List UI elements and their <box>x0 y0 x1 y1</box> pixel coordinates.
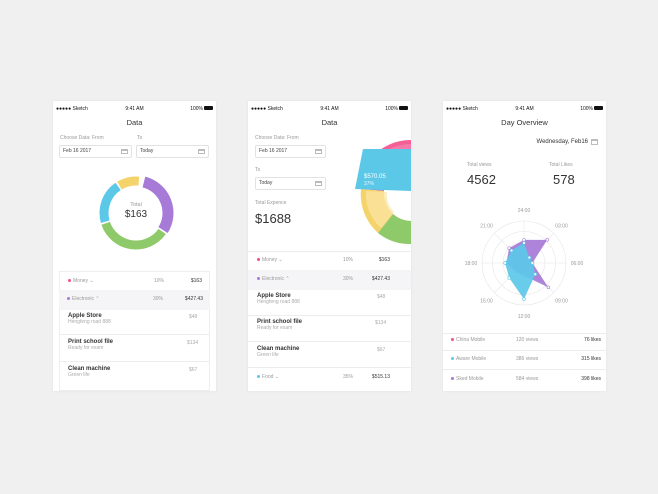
radar-hour-label: 18:00 <box>465 261 478 267</box>
status-carrier: ●●●●● Sketch <box>56 106 88 112</box>
calendar-icon[interactable] <box>591 139 598 145</box>
radar-point <box>509 248 514 253</box>
status-time: 9:41 AM <box>320 106 339 112</box>
status-carrier: ●●●●● Sketch <box>446 106 478 112</box>
aware-mobile-dot-icon <box>451 356 454 360</box>
category-row-money[interactable]: Money ⌄ 10% $163 <box>248 251 411 271</box>
donut-label: Total <box>130 202 142 208</box>
calendar-icon <box>121 149 128 154</box>
radar-point <box>522 238 526 242</box>
status-carrier: ●●●●● Sketch <box>251 106 283 112</box>
legend-item-china-mobile[interactable]: China Mobile 120 views 76 likes <box>451 337 601 351</box>
battery-icon <box>204 106 213 110</box>
likes-label: Total Likes <box>549 162 573 168</box>
list-item[interactable]: Apple Store Hengfeng road 888 <box>68 313 111 325</box>
to-date-field[interactable]: Today <box>136 145 209 158</box>
donut-segment <box>101 221 166 250</box>
views-value: 4562 <box>467 172 496 187</box>
legend-item-aware-mobile[interactable]: Aware Mobile 386 views 315 likes <box>451 356 601 370</box>
date-label: Wednesday, Feb16 <box>536 139 588 145</box>
category-row-money[interactable]: Money ⌄ 10% $163 <box>59 271 210 291</box>
item-amount: $134 <box>375 320 387 326</box>
from-date-field[interactable]: Feb 16 2017 <box>59 145 132 158</box>
calendar-icon <box>198 149 205 154</box>
status-battery: 100% <box>385 106 408 113</box>
battery-icon <box>594 106 603 110</box>
item-amount: $67 <box>189 367 198 373</box>
china-mobile-dot-icon <box>451 337 454 341</box>
donut-value: $163 <box>124 209 148 220</box>
data-screen-1: ●●●●● Sketch 9:41 AM 100% Data Choose Da… <box>53 101 216 391</box>
tooltip-value: $570.05 <box>364 174 386 180</box>
status-battery: 100% <box>580 106 603 113</box>
category-row-electronic[interactable]: Electronic ⌃ 30% $427.43 <box>59 290 210 310</box>
list-item[interactable]: Apple Store Hengfeng road 888 <box>257 293 300 305</box>
calendar-icon <box>315 149 322 154</box>
radar-point <box>546 285 551 290</box>
list-item[interactable]: Print school file Ready for exam <box>68 339 114 351</box>
item-amount: $67 <box>377 347 386 353</box>
radar-point <box>530 261 535 265</box>
radar-hour-label: 06:00 <box>571 261 584 267</box>
radar-point <box>507 276 511 280</box>
tooltip-pct: 37% <box>364 181 375 187</box>
electronic-dot-icon <box>257 276 260 280</box>
hourly-radar-chart: 24:00 03:00 06:00 09:00 12:00 15:00 18:00 21:00 <box>465 208 584 320</box>
views-label: Total views <box>467 162 492 168</box>
calendar-icon <box>315 181 322 186</box>
list-item[interactable]: Clean machine Green life <box>257 346 300 358</box>
list-item[interactable]: Print school file Ready for exam <box>257 319 303 331</box>
radar-point <box>533 272 537 276</box>
radar-point <box>507 246 511 250</box>
page-title: Data <box>321 118 338 127</box>
status-time: 9:41 AM <box>515 106 534 112</box>
radar-hour-label: 21:00 <box>480 224 493 230</box>
legend-item-sked-mobile[interactable]: Sked Mobile 584 views 398 likes <box>451 376 601 390</box>
tooltip-callout <box>355 149 411 191</box>
from-label: Choose Data: From <box>255 135 299 141</box>
donut-segment <box>117 176 140 190</box>
to-date-field[interactable]: Today <box>255 177 326 190</box>
radar-hour-label: 03:00 <box>555 224 568 230</box>
radar-series-area <box>505 242 536 300</box>
donut-segment <box>142 176 174 234</box>
to-label: To <box>137 135 143 141</box>
item-amount: $48 <box>377 294 386 300</box>
to-label: To <box>255 167 261 173</box>
radar-point <box>522 241 526 245</box>
money-dot-icon <box>68 278 71 282</box>
expense-label: Total Expence <box>255 200 287 206</box>
category-row-electronic[interactable]: Electronic ⌃ 30% $427.43 <box>248 270 411 290</box>
radar-point <box>545 238 549 242</box>
status-time: 9:41 AM <box>125 106 144 112</box>
from-date-field[interactable]: Feb 16 2017 <box>255 145 326 158</box>
radar-point <box>503 261 507 265</box>
radar-hour-label: 15:00 <box>480 298 493 304</box>
money-dot-icon <box>257 257 260 261</box>
expense-list <box>59 309 210 391</box>
food-dot-icon <box>257 374 260 378</box>
item-amount: $134 <box>187 340 199 346</box>
radar-hour-label: 24:00 <box>518 208 531 214</box>
radar-point <box>522 297 526 301</box>
category-row-food[interactable]: Food ⌄ 35% $515.13 <box>248 368 411 388</box>
item-amount: $48 <box>189 314 198 320</box>
page-title: Day Overview <box>501 118 548 127</box>
from-label: Choose Data: From <box>60 135 104 141</box>
radar-hour-label: 12:00 <box>518 314 531 320</box>
sked-mobile-dot-icon <box>451 376 454 380</box>
day-overview-screen: ●●●●● Sketch 9:41 AM 100% Day Overview W… <box>443 101 606 391</box>
likes-value: 578 <box>553 172 575 187</box>
donut-segment <box>99 182 121 224</box>
total-donut-chart <box>99 176 174 250</box>
battery-icon <box>399 106 408 110</box>
page-title: Data <box>126 118 143 127</box>
electronic-dot-icon <box>67 296 70 300</box>
expense-value: $1688 <box>255 211 292 226</box>
data-screen-2: ●●●●● Sketch 9:41 AM 100% Data $570.05 3… <box>248 101 411 391</box>
status-battery: 100% <box>190 106 213 113</box>
list-item[interactable]: Clean machine Green life <box>68 366 111 378</box>
radar-hour-label: 09:00 <box>555 298 568 304</box>
radar-point <box>527 255 532 260</box>
